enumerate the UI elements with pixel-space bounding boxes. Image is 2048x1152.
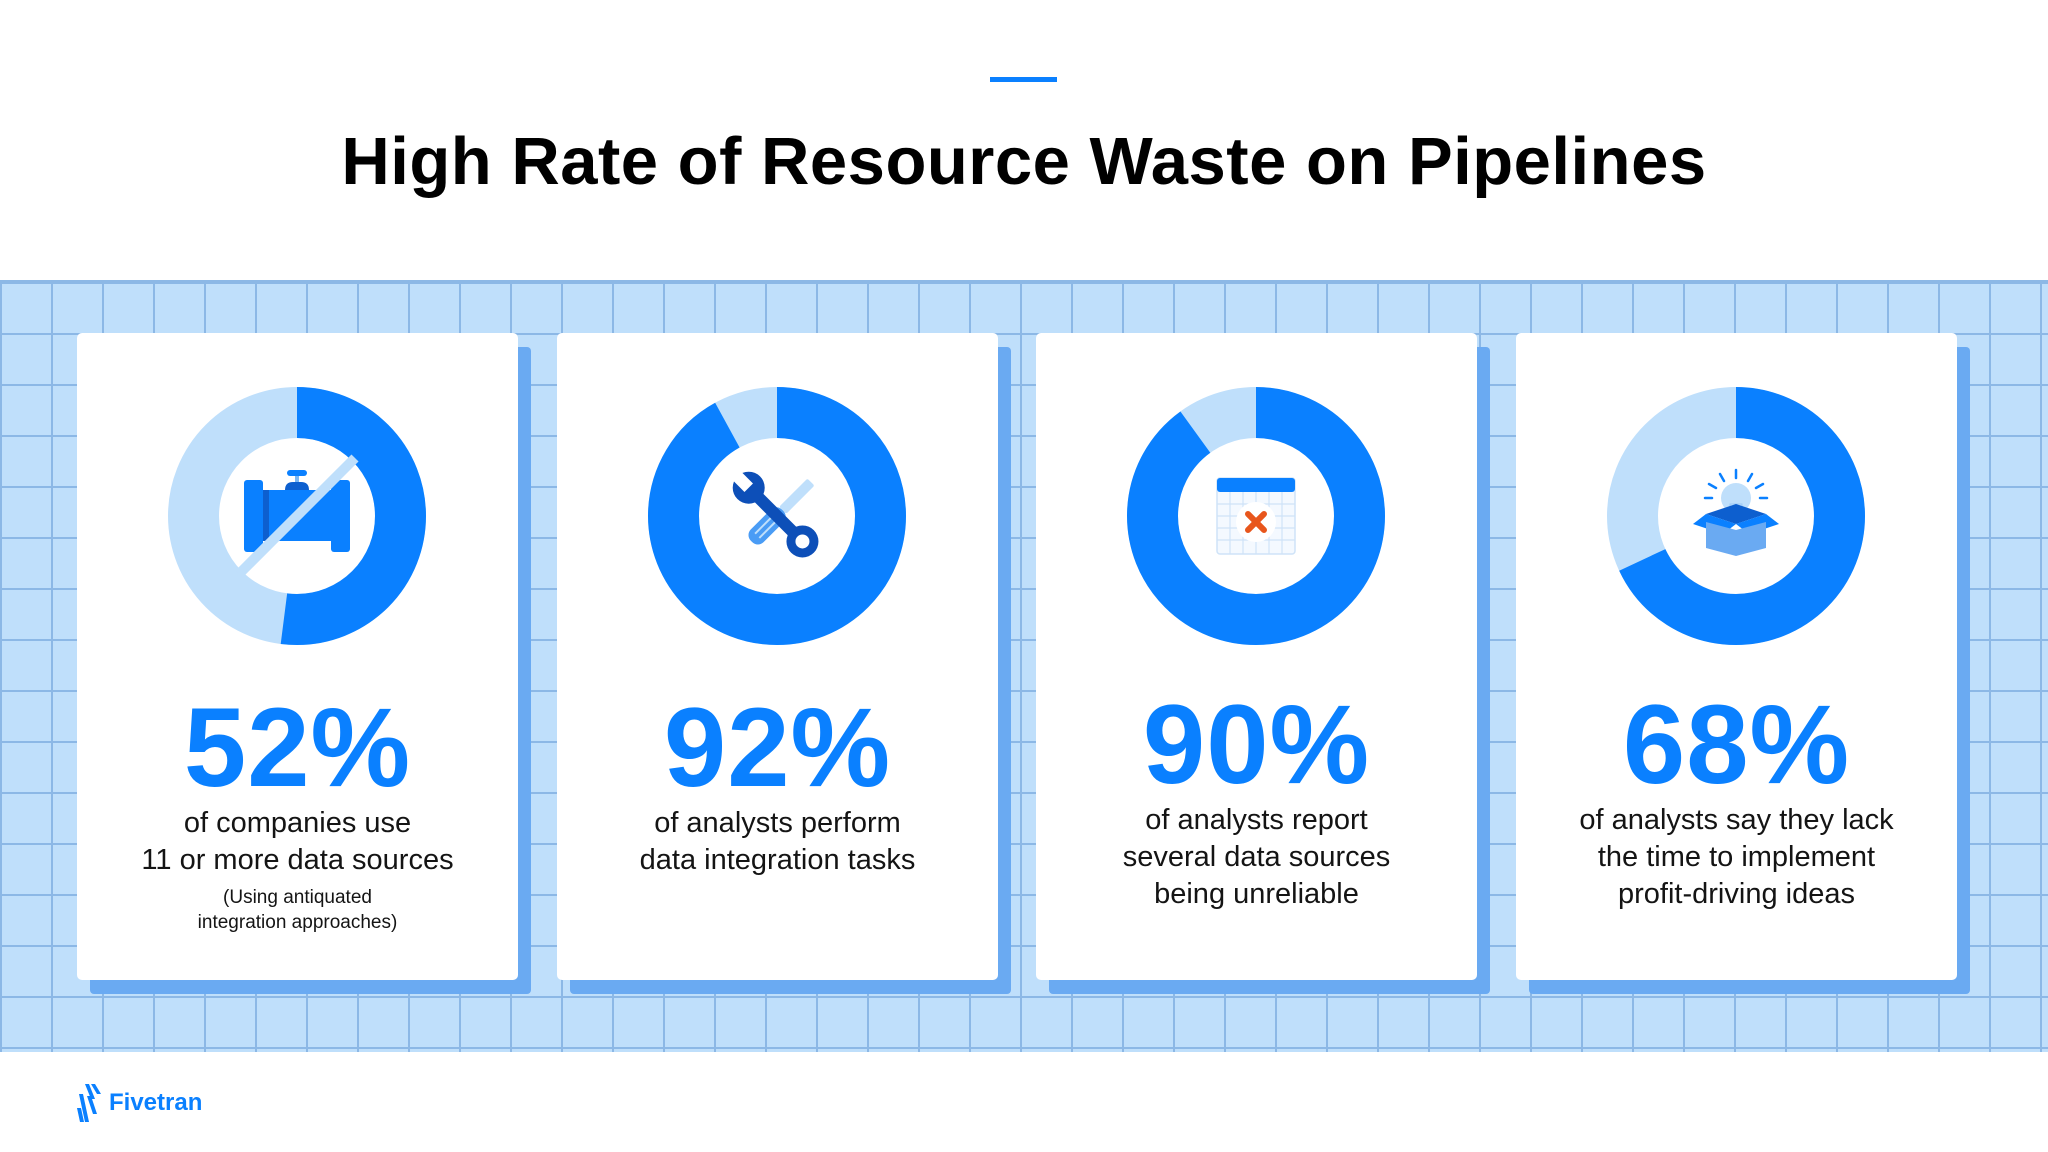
- fivetran-logo: Fivetran: [77, 1084, 202, 1122]
- brand-name: Fivetran: [109, 1089, 203, 1116]
- page-title: High Rate of Resource Waste on Pipelines: [341, 124, 1707, 199]
- stat-percentage: 90%: [1142, 682, 1371, 807]
- footnote-line: integration approaches): [197, 912, 398, 933]
- description-line: the time to implement: [1597, 841, 1876, 873]
- title-accent-dash: [990, 77, 1057, 82]
- pipe-valve-blocked-icon: [235, 454, 359, 578]
- description-line: profit-driving ideas: [1618, 878, 1855, 910]
- donut-chart: [648, 387, 906, 645]
- stat-card-companies-data-sources: 52% of companies use 11 or more data sou…: [77, 333, 518, 980]
- description-line: of analysts report: [1145, 804, 1368, 836]
- description-line: 11 or more data sources: [141, 844, 454, 876]
- wrench-screwdriver-icon: [728, 467, 819, 558]
- footnote-line: (Using antiquated: [223, 887, 372, 908]
- stat-card-unreliable-sources: 90% of analysts report several data sour…: [1036, 333, 1477, 980]
- stat-description: of companies use 11 or more data sources…: [77, 805, 518, 935]
- donut-chart: [168, 387, 426, 645]
- description-line: of companies use: [183, 807, 412, 839]
- stat-percentage: 52%: [183, 685, 412, 810]
- donut-chart: [1607, 387, 1865, 645]
- description-line: of analysts perform: [654, 807, 901, 839]
- spreadsheet-error-icon: [1216, 477, 1296, 555]
- stat-card-lack-time: 68% of analysts say they lack the time t…: [1516, 333, 1957, 980]
- stat-card-analysts-integration: 92% of analysts perform data integration…: [557, 333, 998, 980]
- description-line: of analysts say they lack: [1579, 804, 1894, 836]
- donut-chart: [1127, 387, 1385, 645]
- stat-percentage: 92%: [663, 685, 892, 810]
- lightbulb-box-icon: [1693, 468, 1779, 556]
- stat-description: of analysts report several data sources …: [1036, 802, 1477, 913]
- description-line: being unreliable: [1154, 878, 1359, 910]
- stat-description: of analysts say they lack the time to im…: [1516, 802, 1957, 913]
- description-line: data integration tasks: [639, 844, 916, 876]
- stat-percentage: 68%: [1622, 682, 1851, 807]
- description-line: several data sources: [1122, 841, 1391, 873]
- stat-description: of analysts perform data integration tas…: [557, 805, 998, 879]
- fivetran-logo-icon: [77, 1084, 101, 1122]
- stat-footnote: (Using antiquated integration approaches…: [77, 885, 518, 935]
